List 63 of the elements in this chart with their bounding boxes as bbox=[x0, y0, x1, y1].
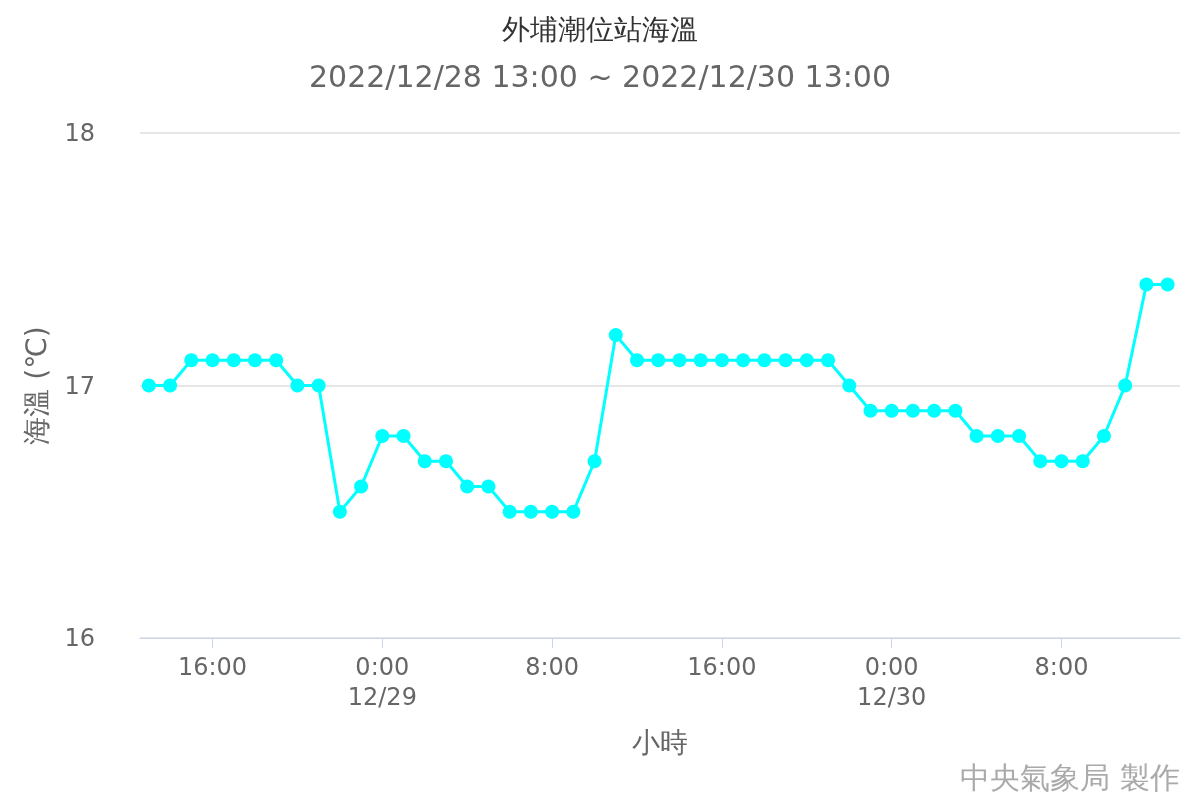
point bbox=[269, 353, 284, 368]
y-tick-label: 16 bbox=[64, 624, 95, 652]
point bbox=[672, 353, 687, 368]
y-tick-label: 17 bbox=[64, 371, 95, 400]
point bbox=[948, 403, 963, 418]
point bbox=[927, 403, 942, 418]
x-tick-label: 8:00 bbox=[525, 653, 580, 681]
point bbox=[1012, 429, 1027, 443]
point bbox=[290, 378, 305, 393]
chart-subtitle: 2022/12/28 13:00 ~ 2022/12/30 13:00 bbox=[308, 58, 892, 94]
point bbox=[545, 504, 560, 519]
point bbox=[439, 454, 453, 469]
x-tick-label: 0:00 12/30 bbox=[857, 653, 927, 711]
point bbox=[778, 353, 793, 368]
point bbox=[1075, 454, 1090, 469]
point bbox=[375, 429, 390, 443]
point bbox=[226, 353, 241, 368]
point bbox=[247, 353, 262, 368]
point bbox=[821, 353, 836, 368]
x-tick-label: 0:00 12/29 bbox=[347, 653, 417, 711]
chart-title: 外埔潮位站海溫 bbox=[502, 12, 698, 46]
point bbox=[502, 504, 517, 519]
point bbox=[417, 454, 432, 469]
point bbox=[566, 504, 581, 519]
point bbox=[863, 403, 878, 418]
point bbox=[523, 504, 538, 519]
point bbox=[1054, 454, 1069, 469]
point bbox=[1160, 277, 1175, 292]
point bbox=[1118, 378, 1133, 393]
point bbox=[460, 479, 475, 494]
point bbox=[842, 378, 857, 393]
point bbox=[1139, 277, 1154, 292]
point bbox=[757, 353, 772, 368]
point bbox=[163, 378, 178, 393]
point bbox=[205, 353, 220, 368]
point bbox=[693, 353, 708, 368]
point bbox=[396, 429, 411, 443]
point bbox=[714, 353, 729, 368]
x-tick-label: 8:00 bbox=[1034, 653, 1089, 681]
point bbox=[630, 353, 645, 368]
point bbox=[1033, 454, 1048, 469]
x-tick-label: 16:00 bbox=[177, 653, 248, 681]
point bbox=[587, 454, 602, 469]
point bbox=[141, 378, 156, 393]
x-axis-title: 小時 bbox=[632, 725, 688, 759]
point bbox=[799, 353, 814, 368]
y-tick-label: 18 bbox=[64, 119, 95, 147]
point bbox=[884, 403, 899, 418]
point bbox=[736, 353, 751, 368]
point bbox=[332, 504, 347, 519]
point bbox=[184, 353, 199, 368]
point bbox=[651, 353, 666, 368]
point bbox=[481, 479, 496, 494]
point bbox=[969, 429, 984, 443]
point bbox=[990, 429, 1005, 443]
point bbox=[608, 328, 623, 342]
x-tick-label: 16:00 bbox=[687, 653, 757, 681]
text: 中央氣象局 製作 bbox=[960, 759, 1181, 795]
y-axis-title: 海溫 (℃) bbox=[19, 326, 53, 445]
point bbox=[1096, 429, 1111, 443]
point bbox=[311, 378, 326, 393]
point bbox=[354, 479, 369, 494]
point bbox=[905, 403, 920, 418]
